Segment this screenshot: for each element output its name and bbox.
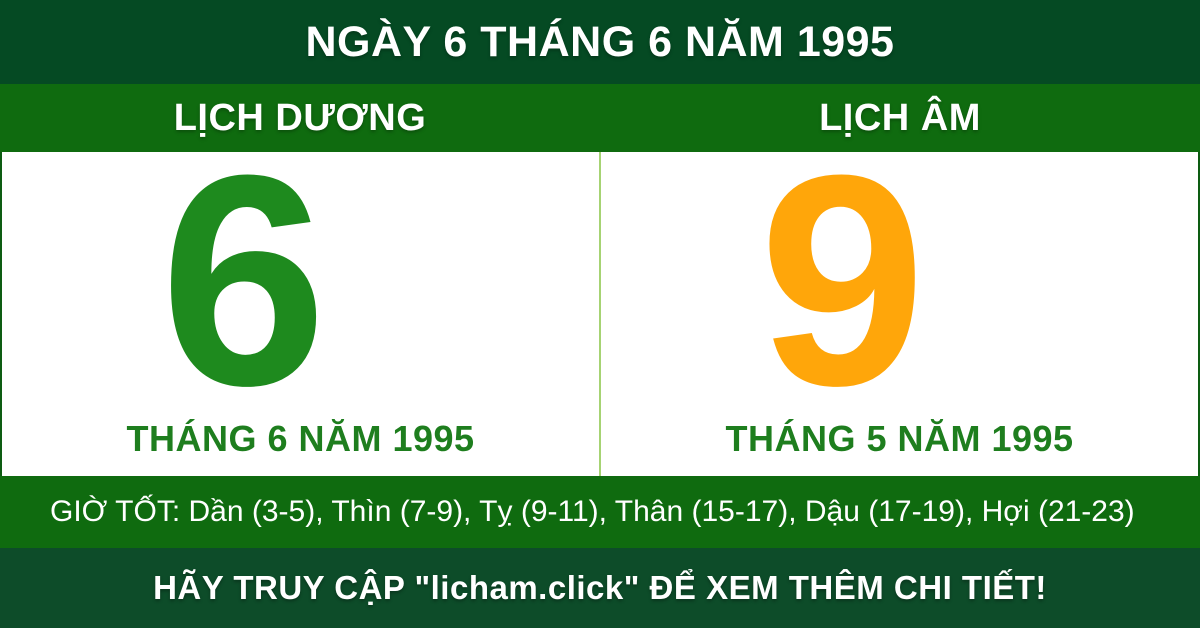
- solar-month-year: THÁNG 6 NĂM 1995: [126, 418, 475, 459]
- panel-divider: [599, 152, 601, 476]
- solar-calendar-label: LỊCH DƯƠNG: [173, 96, 427, 139]
- lunar-panel: 9 THÁNG 5 NĂM 1995: [601, 130, 1198, 476]
- date-title: NGÀY 6 THÁNG 6 NĂM 1995: [305, 17, 895, 66]
- lunar-calendar-label: LỊCH ÂM: [819, 96, 981, 139]
- footer-cta-text: HÃY TRUY CẬP "licham.click" ĐỂ XEM THÊM …: [153, 569, 1047, 606]
- solar-day-number: 6: [160, 112, 327, 448]
- calendar-type-band: LỊCH DƯƠNG LỊCH ÂM: [0, 84, 1200, 152]
- date-header: NGÀY 6 THÁNG 6 NĂM 1995: [0, 0, 1200, 84]
- tab-lunar-calendar: LỊCH ÂM: [600, 84, 1200, 152]
- lunar-day-wrap: 9: [759, 130, 926, 430]
- solar-day-wrap: 6: [160, 130, 327, 430]
- lunar-day-number: 9: [759, 112, 926, 448]
- calendar-panels: 6 THÁNG 6 NĂM 1995 9 THÁNG 5 NĂM 1995: [0, 130, 1200, 476]
- good-hours-bar: GIỜ TỐT: Dần (3-5), Thìn (7-9), Tỵ (9-11…: [0, 476, 1200, 548]
- solar-panel: 6 THÁNG 6 NĂM 1995: [2, 130, 599, 476]
- tab-solar-calendar: LỊCH DƯƠNG: [0, 84, 600, 152]
- good-hours-text: GIỜ TỐT: Dần (3-5), Thìn (7-9), Tỵ (9-11…: [50, 495, 1135, 528]
- footer-bar: HÃY TRUY CẬP "licham.click" ĐỂ XEM THÊM …: [0, 548, 1200, 628]
- lunar-month-year: THÁNG 5 NĂM 1995: [725, 418, 1074, 459]
